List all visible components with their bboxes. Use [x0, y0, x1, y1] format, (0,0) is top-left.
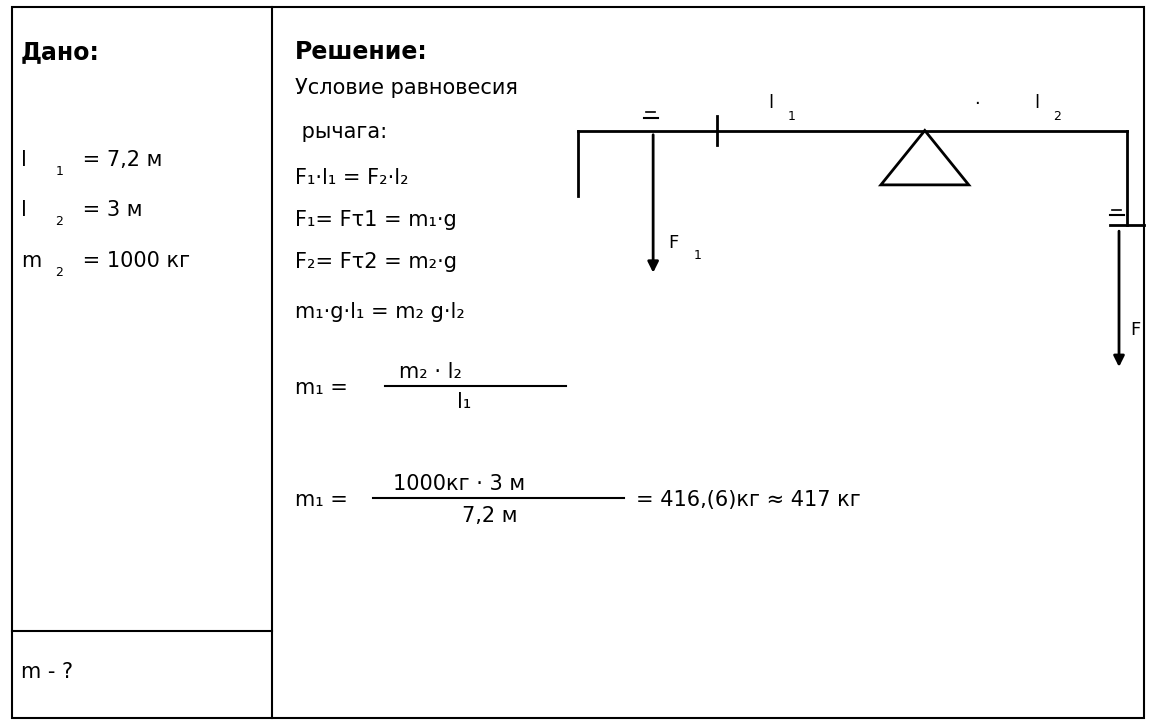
Text: m - ?: m - ?	[21, 662, 73, 682]
Text: 2: 2	[1053, 109, 1061, 123]
Text: Дано:: Дано:	[21, 40, 99, 64]
Text: = 3 м: = 3 м	[76, 200, 143, 220]
Text: 1: 1	[694, 249, 702, 262]
Text: 2: 2	[55, 266, 64, 279]
Text: m: m	[21, 251, 42, 271]
Text: F₁= Fτ1 = m₁·g: F₁= Fτ1 = m₁·g	[295, 210, 457, 230]
Text: F: F	[668, 234, 679, 252]
Text: 1: 1	[55, 165, 64, 178]
Text: F₂= Fτ2 = m₂·g: F₂= Fτ2 = m₂·g	[295, 252, 457, 273]
Text: l₁: l₁	[457, 392, 470, 413]
Text: 1: 1	[787, 109, 795, 123]
Text: 7,2 м: 7,2 м	[462, 506, 518, 526]
Text: m₁·g·l₁ = m₂ g·l₂: m₁·g·l₁ = m₂ g·l₂	[295, 302, 465, 322]
Text: l: l	[21, 200, 27, 220]
Text: F₁·l₁ = F₂·l₂: F₁·l₁ = F₂·l₂	[295, 167, 408, 188]
Text: l: l	[1035, 94, 1039, 112]
Text: m₁ =: m₁ =	[295, 378, 348, 398]
Text: l: l	[21, 149, 27, 170]
Text: l: l	[769, 94, 773, 112]
Text: Решение:: Решение:	[295, 40, 428, 64]
Text: ·: ·	[975, 96, 979, 113]
Text: = 1000 кг: = 1000 кг	[76, 251, 191, 271]
Text: F: F	[1131, 321, 1141, 339]
Text: m₂ · l₂: m₂ · l₂	[399, 362, 461, 382]
Text: = 416,(6)кг ≈ 417 кг: = 416,(6)кг ≈ 417 кг	[636, 490, 860, 510]
Text: Условие равновесия: Условие равновесия	[295, 78, 518, 99]
Text: 2: 2	[55, 215, 64, 228]
Text: = 7,2 м: = 7,2 м	[76, 149, 163, 170]
Text: m₁ =: m₁ =	[295, 490, 348, 510]
Text: 1000кг · 3 м: 1000кг · 3 м	[393, 473, 525, 494]
Text: рычага:: рычага:	[295, 122, 387, 142]
